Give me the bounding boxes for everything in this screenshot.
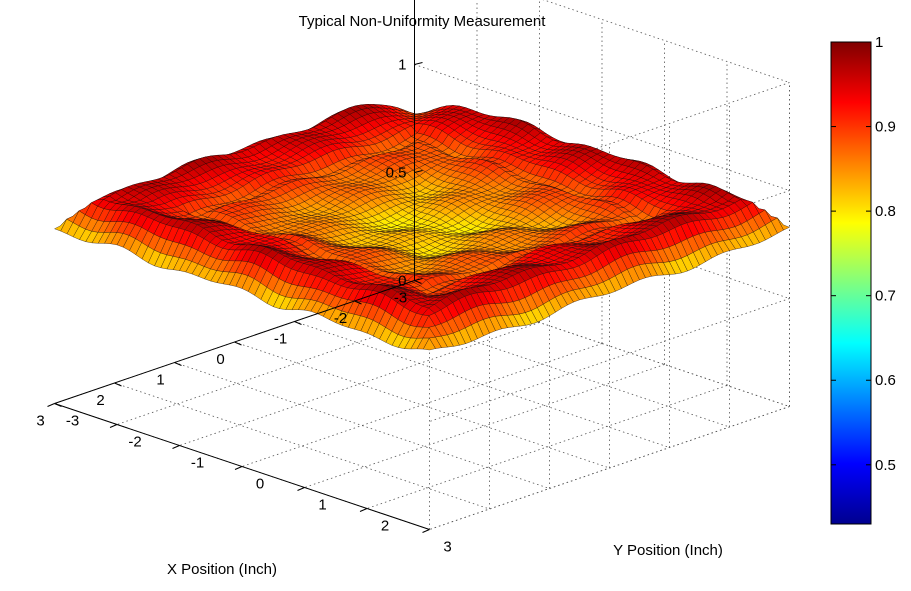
x-tick-mark [234, 341, 242, 346]
x-tick-label: -3 [394, 290, 407, 307]
z-tick-label: 0 [398, 273, 406, 290]
colorbar [830, 41, 872, 525]
grid-line [429, 82, 790, 206]
grid-line [304, 364, 665, 488]
y-tick-label: 0 [256, 476, 264, 493]
x-tick-mark [114, 382, 122, 387]
grid-line [542, 0, 790, 83]
x-tick-mark [294, 321, 302, 325]
x-tick-label: 2 [96, 392, 104, 409]
grid-line [241, 343, 603, 467]
grid-line [429, 406, 790, 530]
x-tick-label: -2 [334, 310, 347, 327]
y-tick-mark [422, 529, 430, 533]
grid-line [429, 298, 790, 422]
y-tick-label: 2 [381, 518, 389, 535]
colorbar-tick-label: 0.8 [875, 203, 896, 220]
colorbar-tick-label: 0.5 [875, 457, 896, 474]
y-tick-mark [234, 466, 243, 470]
x-tick-mark [174, 362, 182, 366]
x-tick-label: 0 [216, 351, 224, 368]
grid-line [114, 382, 490, 510]
y-tick-mark [172, 445, 180, 449]
y-tick-mark [109, 424, 118, 428]
y-tick-mark [47, 403, 55, 407]
y-tick-mark [359, 508, 368, 512]
surface-mesh [54, 104, 790, 351]
colorbar-tick-label: 1 [875, 34, 883, 51]
y-tick-label: -2 [128, 434, 141, 451]
y-tick-label: 1 [318, 497, 326, 514]
y-tick-label: -1 [191, 455, 204, 472]
chart-title: Typical Non-Uniformity Measurement [299, 13, 547, 30]
colorbar-tick-label: 0.6 [875, 372, 896, 389]
x-tick-label: 1 [156, 372, 164, 389]
y-tick-label: 3 [443, 539, 451, 556]
y-tick-mark [297, 487, 305, 491]
colorbar-tick-label: 0.9 [875, 119, 896, 136]
x-axis-label: X Position (Inch) [167, 561, 277, 578]
grid-line [414, 280, 790, 407]
z-tick-label: 1 [398, 57, 406, 74]
z-tick-label: 0.5 [386, 165, 407, 182]
y-tick-label: -3 [66, 413, 79, 430]
x-tick-label: 3 [36, 413, 44, 430]
grid-line [174, 362, 550, 489]
grid-line [414, 172, 790, 299]
y-axis-label: Y Position (Inch) [613, 542, 723, 559]
z-tick-mark [414, 62, 423, 65]
grid-line [366, 385, 728, 509]
x-tick-label: -1 [274, 331, 287, 348]
colorbar-tick-label: 0.7 [875, 288, 896, 305]
grid-line [414, 64, 790, 191]
